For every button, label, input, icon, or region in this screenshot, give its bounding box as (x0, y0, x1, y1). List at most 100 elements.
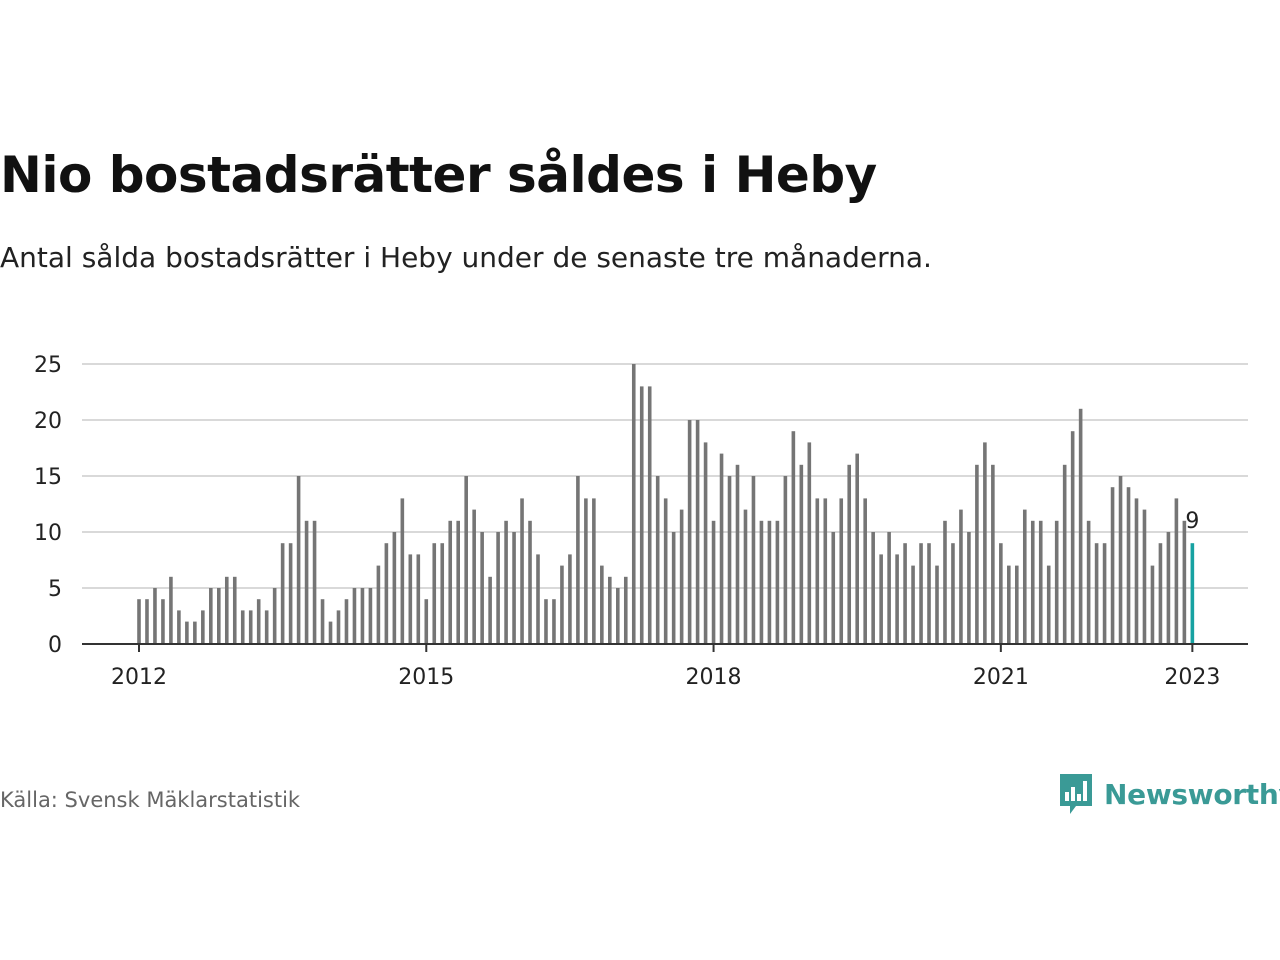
bar (576, 476, 580, 644)
bar (1007, 565, 1011, 644)
bar (400, 498, 405, 644)
bar (232, 576, 237, 644)
bar (1110, 487, 1115, 644)
bar (328, 621, 333, 644)
bar (775, 520, 780, 644)
bar (639, 386, 644, 644)
bar (991, 464, 995, 644)
bar (1094, 543, 1099, 644)
bar (815, 498, 820, 644)
bar (887, 532, 891, 644)
bar (544, 599, 548, 644)
bar (520, 498, 524, 644)
bar (647, 386, 652, 644)
bar (1118, 476, 1123, 644)
bar (927, 543, 931, 644)
x-tick-label: 2023 (1164, 665, 1220, 690)
y-tick-label: 20 (34, 409, 62, 434)
bar (296, 476, 301, 644)
y-tick-label: 15 (34, 465, 62, 490)
bar (759, 520, 764, 644)
bar (488, 576, 492, 644)
bar (592, 498, 596, 644)
y-axis: 0 5 10 15 20 25 (34, 353, 62, 658)
gridlines (82, 363, 1248, 589)
bar (256, 599, 261, 644)
bar (528, 520, 532, 644)
bar (169, 576, 173, 644)
bar-chart: 0 5 10 15 20 25 2012 2015 2018 2021 2023 9 (34, 353, 1248, 690)
bar (224, 576, 229, 644)
bar (1078, 408, 1083, 644)
bar (903, 543, 907, 644)
bar (384, 543, 389, 644)
x-tick-label: 2021 (973, 665, 1029, 690)
bar (248, 610, 253, 644)
bar (137, 599, 141, 644)
bar (416, 554, 421, 644)
bar (153, 588, 157, 644)
bar (352, 588, 357, 644)
bar (1015, 565, 1019, 644)
newsworthy-logo[interactable]: Newsworthy (1058, 772, 1280, 816)
bar (839, 498, 844, 644)
bar (1142, 509, 1147, 644)
bar (919, 543, 923, 644)
bar (751, 476, 756, 644)
bar (879, 554, 883, 644)
bar (951, 543, 955, 644)
bar (1054, 520, 1059, 644)
bar (1046, 565, 1051, 644)
chart-subtitle: Antal sålda bostadsrätter i Heby under d… (0, 241, 932, 274)
bar (336, 610, 341, 644)
bar (288, 543, 293, 644)
bar (983, 442, 987, 644)
bar (201, 610, 205, 644)
bar (1158, 543, 1163, 644)
y-tick-label: 25 (34, 353, 62, 378)
bar (392, 532, 397, 644)
bar (376, 565, 381, 644)
bar (177, 610, 181, 644)
bar (456, 520, 460, 644)
newsworthy-bar-chart-icon (1060, 774, 1092, 814)
bar (631, 364, 636, 644)
bar (312, 520, 317, 644)
bar (655, 476, 660, 644)
bar (448, 520, 453, 644)
y-tick-label: 0 (48, 633, 62, 658)
bar (847, 464, 852, 644)
bar (719, 453, 724, 644)
bar (1174, 498, 1179, 644)
bar (967, 532, 971, 644)
bar-latest (1190, 543, 1195, 644)
bar (727, 476, 732, 644)
bar (1150, 565, 1155, 644)
bar (871, 532, 875, 644)
bar (217, 588, 221, 644)
bar (959, 509, 963, 644)
bar (623, 576, 628, 644)
bar (193, 621, 197, 644)
bar (480, 532, 484, 644)
bar (504, 520, 508, 644)
bar (823, 498, 828, 644)
x-tick-label: 2015 (398, 665, 454, 690)
bar (863, 498, 867, 644)
bar (895, 554, 899, 644)
bar (272, 588, 277, 644)
bar (1022, 509, 1027, 644)
bar (975, 464, 979, 644)
bar (679, 509, 684, 644)
bar (145, 599, 149, 644)
bar (1030, 520, 1035, 644)
x-tick-label: 2012 (111, 665, 167, 690)
bar (280, 543, 285, 644)
bar (911, 565, 915, 644)
bar (560, 565, 564, 644)
bar (512, 532, 516, 644)
bar (264, 610, 269, 644)
bar (209, 588, 213, 644)
bar (791, 431, 796, 644)
bar (552, 599, 556, 644)
